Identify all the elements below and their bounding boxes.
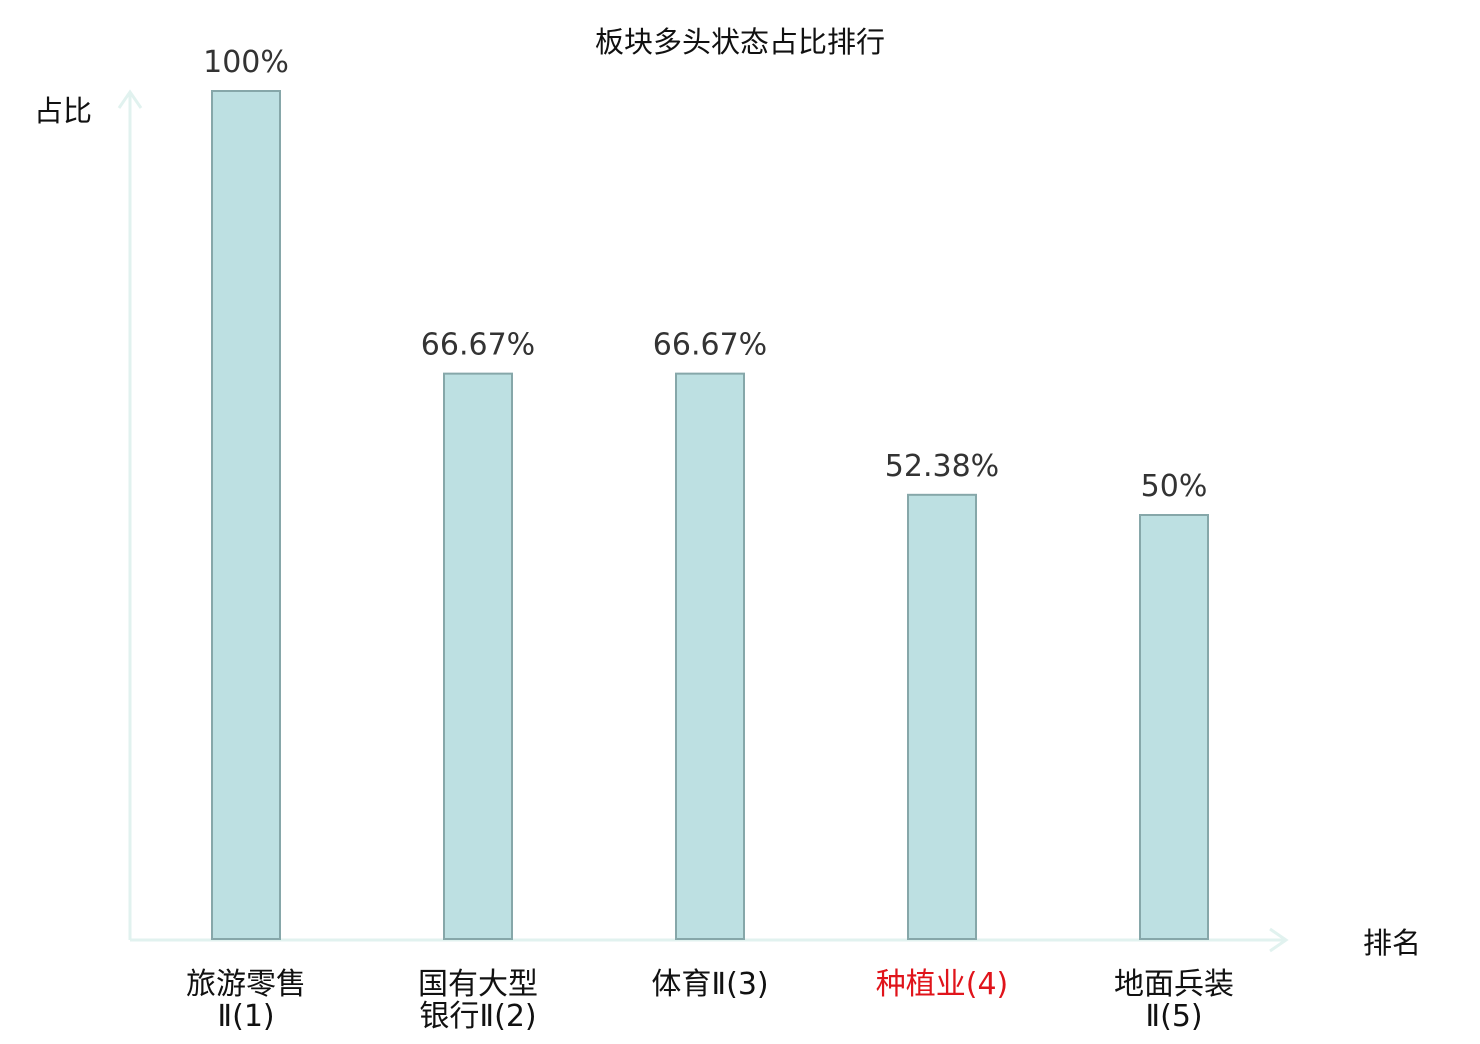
x-axis-label: 排名 [1363,926,1421,960]
category-labels: 旅游零售 Ⅱ(1) 国有大型银行Ⅱ(2) 体育Ⅱ(3) 种植业(4) 地面兵装 Ⅱ(5) [186,967,1234,1034]
bar [907,493,977,940]
bar-value-label: 52.38% [885,449,999,484]
category-label-line: 种植业(4) [876,967,1009,1002]
y-axis-arrow [117,89,143,109]
bar [443,372,513,940]
bars [211,90,1209,940]
category-label-line: Ⅱ(5) [1145,999,1202,1034]
category-label-line: 体育Ⅱ(3) [651,967,768,1002]
category-label-line: 国有大型 [418,967,538,1002]
bar [1139,514,1209,940]
bar [675,372,745,940]
category-label-line: 银行Ⅱ(2) [419,999,536,1034]
bar-value-label: 100% [203,45,289,80]
category-label-line: Ⅱ(1) [217,999,274,1034]
bar-value-label: 66.67% [421,328,535,363]
bar-value-label: 50% [1141,469,1208,504]
chart-title: 板块多头状态占比排行 [595,25,885,59]
category-tick-label: 体育Ⅱ(3) [651,967,768,1002]
category-tick-label: 种植业(4) [876,967,1009,1002]
category-tick-label: 国有大型银行Ⅱ(2) [418,967,538,1034]
y-axis-label: 占比 [34,94,92,128]
x-axis-arrow [1269,927,1289,953]
category-tick-label: 地面兵装 Ⅱ(5) [1114,967,1234,1034]
bar-value-label: 66.67% [653,328,767,363]
value-labels: 100% 66.67% 66.67% 52.38% 50% [203,45,1207,504]
category-label-line: 地面兵装 [1114,967,1234,1002]
category-label-line: 旅游零售 [186,967,306,1002]
category-tick-label: 旅游零售 Ⅱ(1) [186,967,306,1034]
bar [211,90,281,940]
